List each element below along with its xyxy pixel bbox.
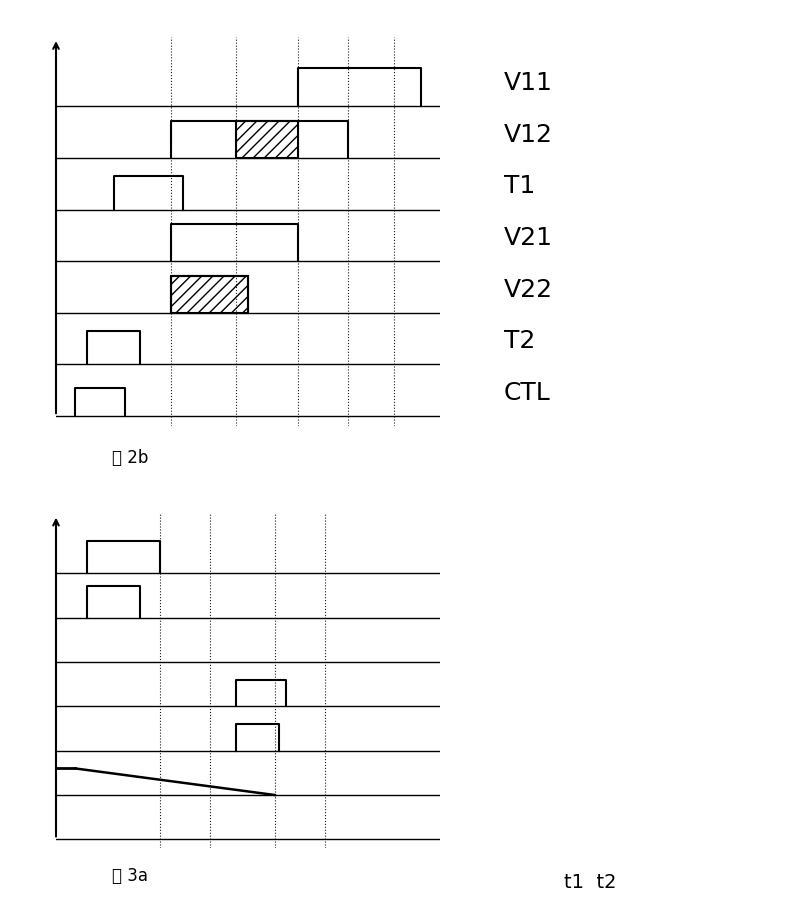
Text: V11: V11 [504, 72, 553, 95]
Text: T1: T1 [504, 174, 535, 198]
Text: V22: V22 [504, 278, 553, 302]
Bar [237, 121, 298, 158]
Text: 图 3a: 图 3a [112, 867, 148, 885]
Text: CTL: CTL [504, 381, 550, 404]
Text: V21: V21 [504, 226, 553, 250]
Text: 图 2b: 图 2b [112, 449, 148, 468]
Bar [171, 276, 248, 313]
Text: T2: T2 [504, 329, 535, 353]
Text: t1  t2: t1 t2 [564, 873, 617, 891]
Text: V12: V12 [504, 123, 553, 147]
